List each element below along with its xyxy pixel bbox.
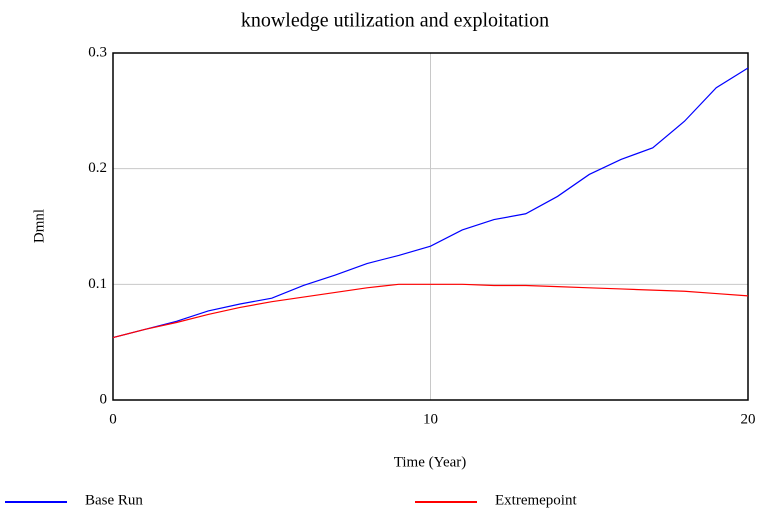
y-tick-label: 0.1 — [88, 276, 107, 292]
plot-border — [112, 52, 749, 401]
y-tick-label: 0 — [100, 391, 108, 407]
y-tick-label: 0.2 — [88, 160, 107, 176]
line-series — [112, 283, 749, 339]
legend-label: Extremepoint — [495, 492, 577, 508]
x-tick-label: 10 — [423, 411, 438, 427]
y-tick-label: 0.3 — [88, 44, 107, 60]
legend-label: Base Run — [85, 492, 143, 508]
y-axis-label: Dmnl — [31, 209, 47, 243]
x-tick-label: 0 — [109, 411, 117, 427]
chart-title: knowledge utilization and exploitation — [241, 10, 549, 32]
x-axis-label: Time (Year) — [394, 454, 467, 470]
x-tick-label: 20 — [741, 411, 756, 427]
line-series — [112, 67, 749, 339]
